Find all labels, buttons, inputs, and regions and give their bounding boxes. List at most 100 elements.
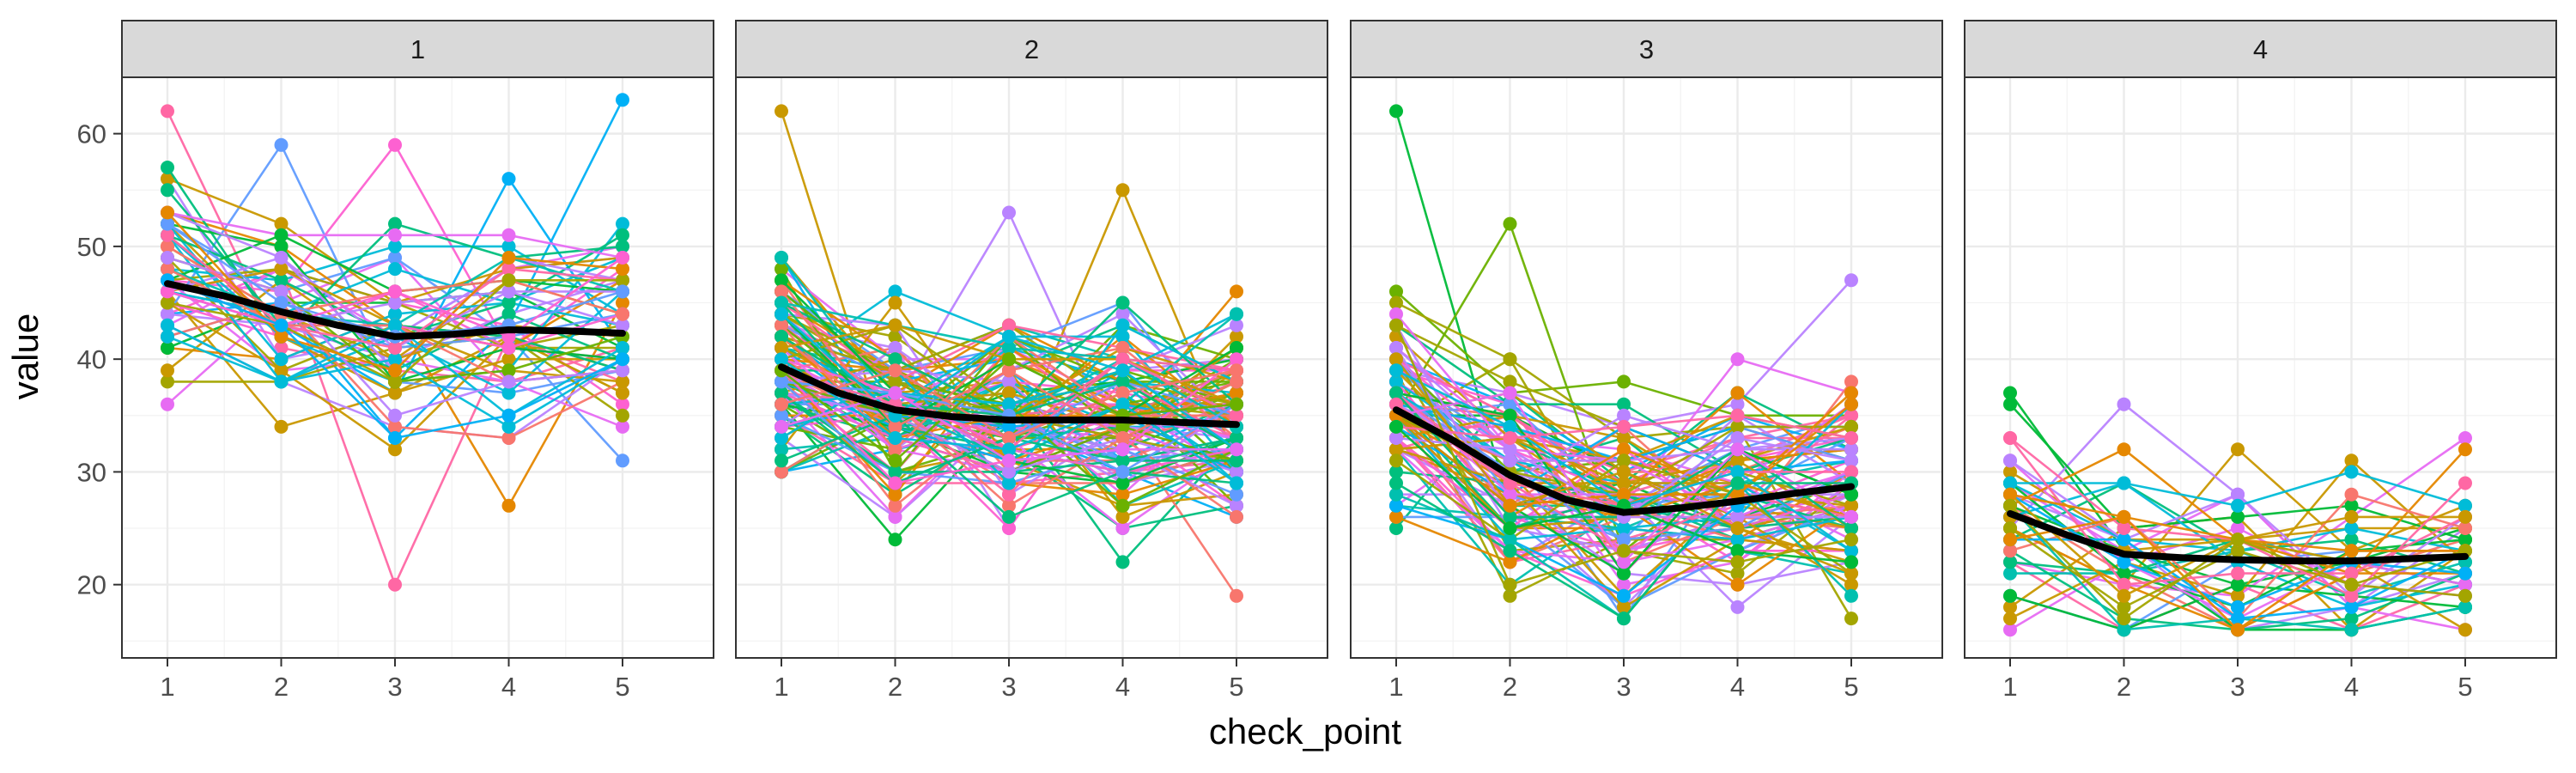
data-point: [616, 363, 629, 378]
data-point: [1844, 566, 1858, 581]
data-point: [1617, 487, 1631, 502]
data-point: [775, 341, 788, 355]
data-point: [775, 284, 788, 299]
data-point: [2117, 397, 2131, 411]
data-point: [616, 228, 629, 242]
x-tick-label: 3: [1616, 672, 1631, 702]
data-point: [388, 442, 402, 457]
data-point: [2344, 588, 2359, 603]
data-point: [616, 295, 629, 310]
data-point: [888, 442, 902, 457]
data-point: [1230, 442, 1243, 457]
data-point: [161, 374, 174, 389]
data-point: [775, 104, 788, 119]
data-point: [1730, 544, 1745, 558]
data-point: [161, 251, 174, 265]
data-point: [1389, 498, 1403, 513]
data-point: [2117, 533, 2131, 547]
data-point: [2003, 453, 2017, 468]
x-tick-label: 4: [1730, 672, 1745, 702]
data-point: [1844, 419, 1858, 434]
data-point: [1617, 600, 1631, 614]
subject-lines: [2003, 386, 2472, 637]
data-point: [274, 216, 289, 231]
data-point: [1844, 555, 1858, 569]
data-point: [888, 476, 902, 490]
data-point: [2003, 476, 2017, 490]
data-point: [2231, 600, 2245, 614]
data-point: [388, 251, 402, 265]
data-point: [501, 228, 516, 242]
data-point: [501, 419, 516, 434]
y-tick-label: 30: [77, 457, 106, 487]
facet-strip: [1350, 20, 1943, 78]
x-axis-title: check_point: [1209, 711, 1401, 752]
data-point: [1617, 453, 1631, 468]
data-point: [2344, 487, 2359, 502]
data-point: [888, 341, 902, 355]
data-point: [888, 498, 902, 513]
data-point: [1115, 453, 1130, 468]
data-point: [1115, 476, 1130, 490]
data-point: [2231, 566, 2245, 581]
data-point: [1617, 419, 1631, 434]
data-point: [616, 273, 629, 288]
x-tick-label: 1: [1388, 672, 1403, 702]
smooth-trend-line: [164, 280, 626, 340]
data-point: [1730, 408, 1745, 423]
data-point: [888, 487, 902, 502]
data-point: [2231, 442, 2245, 457]
data-point: [616, 262, 629, 277]
data-point: [1503, 374, 1517, 389]
data-point: [1617, 374, 1631, 389]
data-point: [1844, 544, 1858, 558]
data-point: [2458, 476, 2472, 490]
data-point: [274, 352, 289, 367]
data-point: [1844, 612, 1858, 626]
data-point: [1230, 341, 1243, 355]
facet-panel-4: 4 1 2 3 4 5: [1964, 20, 2557, 702]
panel-border: [735, 76, 1328, 659]
data-point: [1115, 363, 1130, 378]
data-point: [161, 104, 174, 119]
y-tick-label: 40: [77, 344, 106, 374]
data-point: [616, 352, 629, 367]
data-point: [2003, 623, 2017, 637]
data-point: [2344, 577, 2359, 592]
data-point: [2003, 612, 2017, 626]
data-point: [161, 363, 174, 378]
data-point: [388, 284, 402, 299]
facet-strip: [121, 20, 714, 78]
data-point: [501, 172, 516, 186]
data-point: [2117, 577, 2131, 592]
data-point: [2003, 521, 2017, 535]
data-point: [161, 262, 174, 277]
x-tick-label: 1: [2002, 672, 2017, 702]
data-point: [616, 408, 629, 423]
x-tick-label: 3: [2230, 672, 2245, 702]
data-point: [501, 363, 516, 378]
data-point: [1617, 555, 1631, 569]
data-point: [616, 453, 629, 468]
data-point: [1115, 295, 1130, 310]
data-point: [388, 363, 402, 378]
smooth-trend-line: [778, 363, 1240, 429]
data-point: [1844, 453, 1858, 468]
data-point: [1503, 453, 1517, 468]
data-point: [1617, 431, 1631, 445]
data-point: [1002, 397, 1016, 411]
data-point: [1389, 341, 1403, 355]
data-point: [2344, 498, 2359, 513]
data-point: [501, 284, 516, 299]
y-tick-label: 20: [77, 570, 106, 600]
data-point: [388, 577, 402, 592]
data-point: [1617, 612, 1631, 626]
data-point: [775, 329, 788, 344]
data-point: [2458, 509, 2472, 524]
data-point: [161, 284, 174, 299]
data-point: [2458, 577, 2472, 592]
facet-panel-2: 2 1 2 3 4 5: [735, 20, 1328, 702]
data-point: [2117, 566, 2131, 581]
data-point: [1115, 397, 1130, 411]
